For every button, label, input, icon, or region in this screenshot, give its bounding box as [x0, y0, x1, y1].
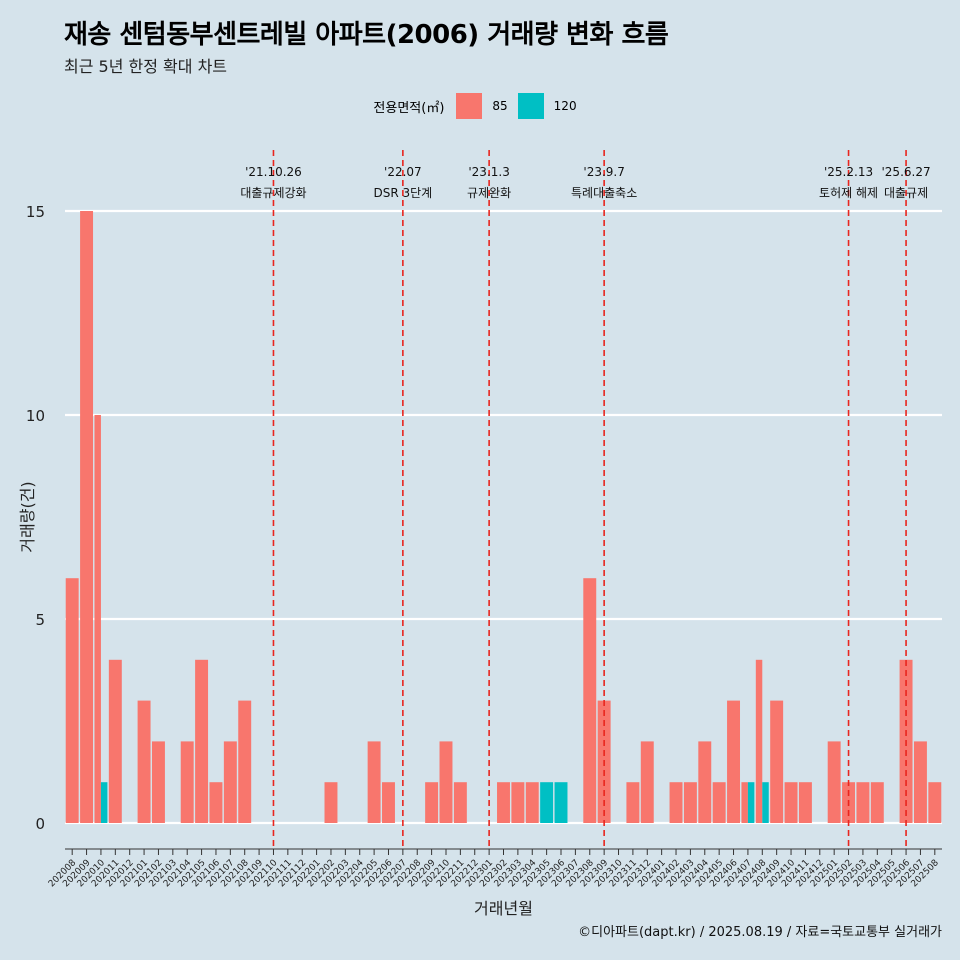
bar-85-202508	[928, 782, 942, 823]
bar-85-202108	[238, 700, 252, 823]
bar-85-202303	[511, 782, 525, 823]
event-date-202207: '22.07	[384, 165, 422, 179]
event-label-202309: 특례대출축소	[571, 186, 637, 200]
event-date-202110: '21.10.26	[245, 165, 302, 179]
y-tick-label: 15	[26, 203, 45, 221]
bar-120-202408	[762, 782, 769, 823]
bar-85-202408	[755, 659, 763, 823]
legend: 전용면적(㎡) 85 120	[0, 93, 960, 119]
bar-85-202104	[180, 741, 194, 823]
y-axis-title: 거래량(건)	[18, 481, 37, 552]
bar-85-202105	[195, 659, 209, 823]
bar-85-202202	[324, 782, 338, 823]
bar-85-202403	[683, 782, 697, 823]
legend-item-85: 85	[456, 93, 508, 119]
bar-120-202407	[747, 782, 755, 823]
bar-85-202205	[367, 741, 381, 823]
y-tick-label: 5	[35, 611, 45, 629]
bar-85-202402	[669, 782, 683, 823]
bar-85-202501	[827, 741, 841, 823]
event-label-202506: 대출규제	[884, 186, 928, 200]
bar-85-202312	[640, 741, 654, 823]
bar-85-202404	[698, 741, 712, 823]
bar-85-202011	[108, 659, 122, 823]
legend-swatch-85	[456, 93, 483, 119]
bar-85-202101	[137, 700, 151, 823]
chart-subtitle: 최근 5년 한정 확대 차트	[64, 57, 228, 76]
event-label-202301: 규제완화	[467, 186, 511, 200]
bar-85-202010	[94, 415, 101, 823]
event-label-202110: 대출규제강화	[240, 186, 306, 200]
bar-85-202102	[151, 741, 165, 823]
bar-85-202304	[525, 782, 539, 823]
bar-85-202311	[626, 782, 640, 823]
bar-85-202302	[497, 782, 510, 823]
bar-85-202211	[453, 782, 467, 823]
bar-85-202409	[770, 700, 784, 823]
source-caption: ©디아파트(dapt.kr) / 2025.08.19 / 자료=국토교통부 실…	[578, 925, 942, 940]
event-date-202502: '25.2.13	[824, 165, 873, 179]
bar-85-202008	[65, 578, 79, 823]
bar-85-202407	[741, 782, 748, 823]
bar-85-202206	[382, 782, 395, 823]
bar-85-202507	[913, 741, 927, 823]
bar-120-202305	[540, 782, 554, 823]
legend-label-85: 85	[492, 99, 508, 113]
legend-item-120: 120	[517, 93, 577, 119]
bar-85-202410	[784, 782, 798, 823]
bar-85-202106	[209, 782, 223, 823]
bar-120-202306	[554, 782, 568, 823]
bar-85-202107	[223, 741, 237, 823]
bar-85-202009	[80, 211, 94, 823]
chart-title: 재송 센텀동부센트레빌 아파트(2006) 거래량 변화 흐름	[64, 20, 669, 50]
y-tick-label: 10	[26, 407, 45, 425]
bar-85-202503	[856, 782, 870, 823]
event-date-202506: '25.6.27	[882, 165, 931, 179]
bar-85-202405	[712, 782, 726, 823]
bar-85-202210	[439, 741, 453, 823]
legend-swatch-120	[517, 93, 544, 119]
event-date-202309: '23.9.7	[583, 165, 624, 179]
event-label-202502: 토허제 해제	[819, 186, 878, 200]
bar-85-202411	[798, 782, 812, 823]
bar-85-202406	[727, 700, 741, 823]
y-tick-label: 0	[35, 815, 45, 833]
bar-85-202308	[583, 578, 597, 823]
bar-85-202209	[425, 782, 439, 823]
event-label-202207: DSR 3단계	[373, 186, 432, 200]
legend-label-120: 120	[553, 99, 577, 113]
bar-85-202504	[870, 782, 884, 823]
legend-title: 전용면적(㎡)	[373, 100, 445, 116]
bar-120-202010	[100, 782, 108, 823]
event-date-202301: '23.1.3	[468, 165, 509, 179]
x-axis-title: 거래년월	[474, 899, 533, 918]
